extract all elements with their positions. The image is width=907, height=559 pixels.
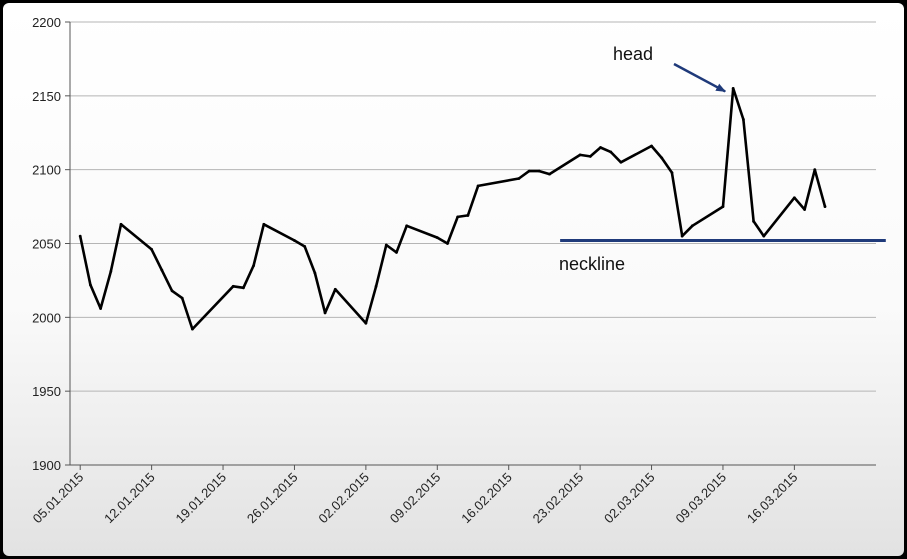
data-point [262, 222, 266, 226]
y-tick-label: 2150 [32, 89, 61, 104]
data-point [823, 205, 827, 208]
data-point [650, 144, 653, 148]
y-tick-label: 2200 [32, 15, 61, 30]
y-tick-label: 2100 [32, 163, 61, 178]
data-point [303, 245, 307, 248]
data-point [690, 224, 694, 228]
x-tick-label: 23.02.2015 [530, 470, 587, 527]
data-point [313, 271, 317, 275]
data-point [721, 205, 725, 208]
data-point [670, 171, 674, 175]
data-point [395, 250, 398, 254]
data-point [405, 224, 409, 228]
x-tick-label: 02.03.2015 [601, 470, 658, 527]
axes [65, 21, 876, 470]
data-point [517, 177, 521, 180]
y-tick-labels: 1900 1950 2000 2050 2100 2150 2200 [32, 15, 61, 473]
data-point [456, 215, 460, 219]
data-point [109, 270, 113, 273]
data-point [231, 284, 235, 288]
data-point [660, 156, 664, 160]
neckline-label: neckline [559, 254, 625, 274]
data-point [78, 234, 82, 238]
data-point [446, 242, 449, 245]
data-point [476, 184, 480, 188]
price-line [78, 87, 827, 331]
x-tick-label: 05.01.2015 [30, 470, 87, 527]
data-point [242, 286, 245, 290]
data-point [741, 118, 745, 121]
data-point [333, 287, 337, 291]
data-point [89, 283, 92, 287]
data-point [191, 327, 194, 331]
data-point [813, 168, 817, 172]
data-point [680, 234, 684, 238]
annotations: head neckline [559, 44, 886, 274]
x-tick-label: 19.01.2015 [173, 470, 230, 527]
y-tick-label: 1900 [32, 458, 61, 473]
data-point [578, 153, 582, 157]
data-point [180, 296, 184, 300]
data-point [323, 311, 327, 315]
data-point [588, 154, 592, 158]
data-point [731, 87, 735, 90]
data-point [537, 169, 541, 173]
data-point [119, 222, 123, 226]
data-point [548, 172, 551, 176]
data-point [609, 150, 613, 154]
data-point [252, 264, 256, 268]
data-point [293, 239, 296, 242]
y-tick-label: 1950 [32, 384, 61, 399]
data-point [527, 169, 531, 173]
head-arrow [673, 62, 727, 93]
x-tick-label: 26.01.2015 [244, 470, 301, 527]
data-point [762, 234, 766, 238]
x-tick-label: 09.02.2015 [387, 470, 444, 527]
data-point [160, 268, 164, 272]
data-point [364, 321, 368, 325]
y-tick-label: 2000 [32, 310, 61, 325]
data-point [466, 214, 470, 217]
data-point [99, 307, 103, 310]
data-point [803, 208, 806, 211]
data-point [150, 248, 154, 251]
x-tick-label: 16.02.2015 [458, 470, 515, 527]
series-layer [78, 87, 827, 331]
x-tick-labels: 05.01.2015 12.01.2015 19.01.2015 26.01.2015… [30, 470, 801, 527]
x-tick-label: 16.03.2015 [744, 470, 801, 527]
data-point [170, 289, 174, 293]
data-point [619, 160, 623, 164]
data-point [384, 243, 388, 247]
chart-frame: 1900 1950 2000 2050 2100 2150 2200 05.01.2015 1… [3, 3, 904, 556]
data-point [435, 236, 439, 239]
head-label: head [613, 44, 653, 64]
gridlines [70, 21, 876, 466]
x-tick-label: 12.01.2015 [101, 470, 158, 527]
x-tick-label: 09.03.2015 [672, 470, 729, 527]
data-point [599, 146, 602, 149]
y-tick-label: 2050 [32, 237, 61, 252]
data-point [374, 284, 378, 288]
data-point [752, 219, 755, 223]
data-point [792, 196, 796, 200]
x-tick-label: 02.02.2015 [315, 470, 372, 527]
